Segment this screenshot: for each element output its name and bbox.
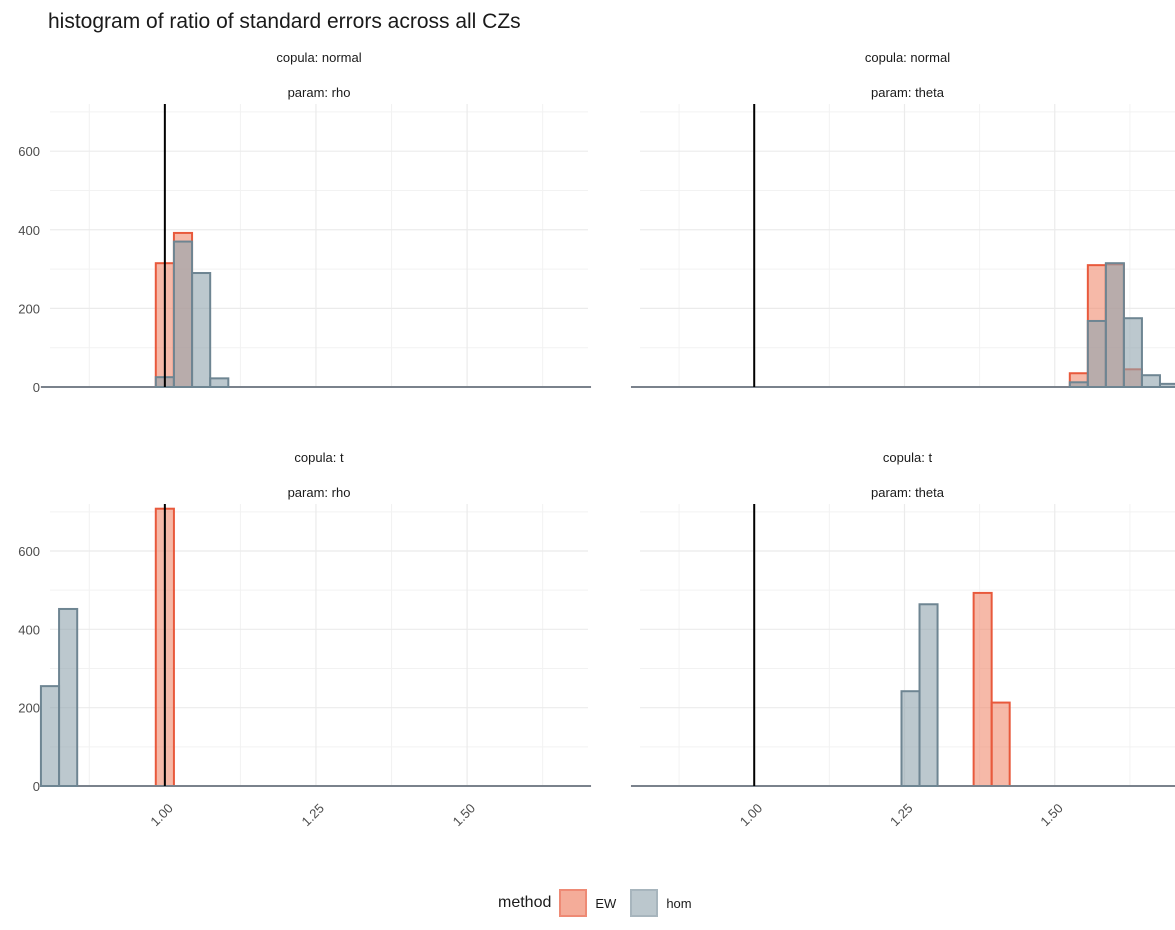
histogram-bar-hom	[918, 603, 939, 787]
facet-strip-param: param: rho	[288, 485, 351, 500]
x-tick-label: 1.00	[737, 801, 766, 830]
facet-panel-3: copula: t param: rho 0 200 400 600 1.00 1.25 1.5…	[18, 450, 592, 830]
facet-strip-copula: copula: normal	[865, 50, 950, 65]
histogram-bar-ew	[972, 591, 993, 787]
y-tick-label: 200	[18, 701, 40, 716]
y-tick-label: 200	[18, 301, 40, 316]
chart-title: histogram of ratio of standard errors ac…	[48, 10, 521, 33]
histogram-bar-hom	[172, 240, 194, 388]
facet-strip-param: param: rho	[288, 85, 351, 100]
facet-strip-copula: copula: t	[883, 450, 933, 465]
histogram-bar-hom	[39, 685, 61, 787]
x-tick-label: 1.25	[887, 801, 916, 830]
histogram-bar-hom	[1122, 317, 1143, 388]
facet-panel-1: copula: normal param: rho 0 200 400 600	[18, 50, 592, 395]
legend-label-hom: hom	[666, 895, 692, 911]
y-tick-label: 400	[18, 223, 40, 238]
legend-key-ew	[559, 889, 588, 917]
histogram-bar-hom	[209, 377, 230, 389]
facet-strip-copula: copula: normal	[276, 50, 361, 65]
y-tick-label: 0	[33, 380, 40, 395]
facet-strip-param: param: theta	[871, 485, 945, 500]
histogram-bar-hom	[191, 272, 212, 388]
histogram-bar-hom	[1086, 319, 1107, 389]
y-tick-label: 0	[33, 779, 40, 794]
x-tick-label: 1.50	[450, 801, 479, 830]
legend-key-hom	[630, 889, 659, 917]
facet-strip-copula: copula: t	[294, 450, 344, 465]
histogram-bar-hom	[1104, 262, 1125, 388]
legend: method EW hom	[498, 886, 706, 920]
histogram-bar-hom	[1140, 374, 1161, 389]
y-tick-label: 400	[18, 622, 40, 637]
y-tick-label: 600	[18, 544, 40, 559]
facet-panel-4: copula: t param: theta 1.00 1.25 1.50	[630, 450, 1175, 830]
histogram-bar-ew	[990, 701, 1011, 788]
facet-strip-param: param: theta	[871, 85, 945, 100]
facet-panel-2: copula: normal param: theta	[630, 50, 1175, 389]
legend-label-ew: EW	[595, 895, 617, 911]
y-tick-label: 600	[18, 144, 40, 159]
histogram-bar-hom	[900, 690, 921, 788]
x-tick-label: 1.50	[1037, 801, 1066, 830]
x-tick-label: 1.00	[147, 801, 176, 830]
legend-title: method	[498, 894, 552, 911]
x-tick-label: 1.25	[299, 801, 328, 830]
histogram-bar-hom	[58, 607, 79, 788]
